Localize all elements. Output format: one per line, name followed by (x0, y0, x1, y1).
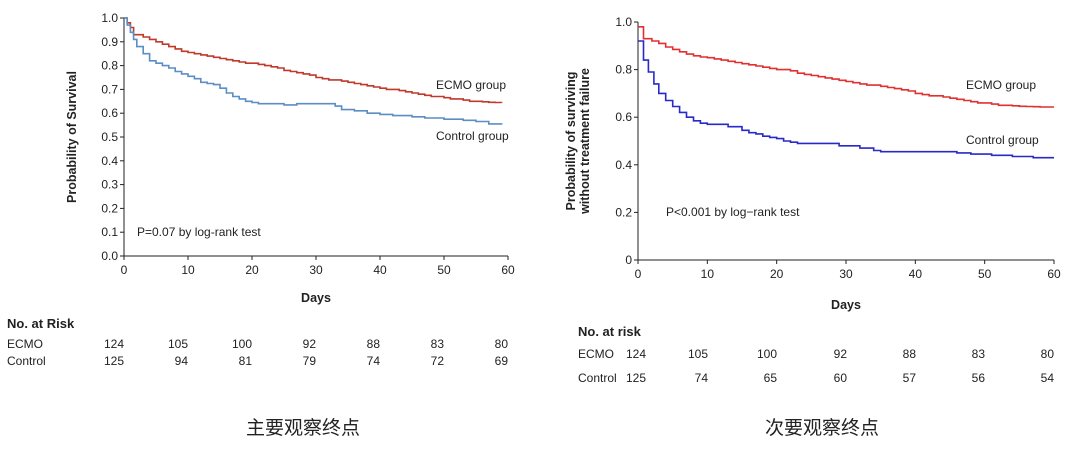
y-tick-label: 0.5 (101, 130, 118, 144)
risk-value: 100 (757, 347, 777, 361)
x-tick-label: 20 (245, 263, 259, 277)
risk-value: 125 (626, 371, 646, 385)
risk-value: 80 (1041, 347, 1055, 361)
risk-value: 92 (834, 347, 848, 361)
y-tick-label: 0.4 (101, 154, 118, 168)
risk-value: 72 (431, 354, 445, 368)
risk-value: 100 (232, 337, 252, 351)
risk-value: 65 (764, 371, 778, 385)
y-axis-title: Probability of Survival (65, 71, 79, 203)
series-label-control: Control group (966, 133, 1039, 147)
risk-value: 81 (239, 354, 253, 368)
y-tick-label: 0.2 (615, 205, 632, 219)
risk-value: 80 (495, 337, 509, 351)
x-tick-label: 50 (978, 267, 992, 281)
pvalue-annotation: P=0.07 by log-rank test (137, 225, 261, 239)
y-tick-label: 0.6 (615, 110, 632, 124)
y-tick-label: 0.9 (101, 35, 118, 49)
risk-value: 74 (695, 371, 709, 385)
y-tick-label: 0.6 (101, 106, 118, 120)
x-tick-label: 10 (701, 267, 715, 281)
series-line-control (638, 40, 1054, 159)
risk-value: 125 (104, 354, 124, 368)
series-label-ecmo: ECMO group (436, 78, 506, 92)
x-tick-label: 30 (309, 263, 323, 277)
series-label-ecmo: ECMO group (966, 78, 1036, 92)
y-tick-label: 0.4 (615, 158, 632, 172)
risk-row-label: Control (578, 371, 617, 385)
chart-caption: 主要观察终点 (246, 417, 360, 439)
risk-value: 105 (168, 337, 188, 351)
risk-row-label: ECMO (578, 347, 614, 361)
risk-value: 105 (688, 347, 708, 361)
chart-secondary-endpoint: 0 0.2 0.4 0.6 0.8 1.0 0 10 20 30 40 50 60 Days Probabi… (564, 15, 1061, 439)
risk-value: 88 (367, 337, 381, 351)
risk-value: 94 (175, 354, 189, 368)
risk-value: 83 (972, 347, 986, 361)
risk-table-heading: No. at Risk (7, 316, 75, 331)
pvalue-annotation: P<0.001 by log−rank test (666, 205, 800, 219)
x-tick-label: 50 (437, 263, 451, 277)
x-tick-label: 60 (501, 263, 515, 277)
y-tick-label: 0.8 (615, 63, 632, 77)
risk-value: 74 (367, 354, 381, 368)
y-tick-label: 0.2 (101, 201, 118, 215)
risk-row-label: Control (7, 354, 46, 368)
risk-table-heading: No. at risk (578, 324, 642, 339)
x-tick-label: 40 (373, 263, 387, 277)
risk-value: 83 (431, 337, 445, 351)
risk-value: 54 (1041, 371, 1055, 385)
risk-value: 60 (834, 371, 848, 385)
x-axis-title: Days (831, 298, 861, 312)
x-axis-title: Days (301, 291, 331, 305)
x-tick-label: 10 (181, 263, 195, 277)
x-tick-label: 0 (121, 263, 128, 277)
risk-value: 88 (903, 347, 917, 361)
risk-value: 124 (626, 347, 646, 361)
risk-value: 69 (495, 354, 509, 368)
y-axis-title-line: without treatment failure (578, 68, 592, 215)
risk-value: 56 (972, 371, 986, 385)
y-axis-title-line: Probability of surviving (564, 72, 578, 211)
y-tick-label: 0 (625, 253, 632, 267)
chart-primary-endpoint: 0.0 0.1 0.2 0.3 0.4 0.5 0.6 0.7 0.8 0.9 1.0 0 10 20 30… (7, 11, 515, 439)
risk-value: 79 (303, 354, 317, 368)
risk-value: 124 (104, 337, 124, 351)
series-line-control (124, 17, 503, 125)
x-tick-label: 20 (770, 267, 784, 281)
risk-value: 92 (303, 337, 317, 351)
y-tick-label: 0.3 (101, 178, 118, 192)
series-label-control: Control group (436, 129, 509, 143)
x-tick-label: 40 (909, 267, 923, 281)
y-tick-label: 0.8 (101, 59, 118, 73)
x-tick-label: 0 (635, 267, 642, 281)
y-tick-label: 1.0 (101, 11, 118, 25)
risk-value: 57 (903, 371, 917, 385)
y-tick-label: 1.0 (615, 15, 632, 29)
y-tick-label: 0.0 (101, 249, 118, 263)
x-tick-label: 60 (1047, 267, 1061, 281)
chart-caption: 次要观察终点 (765, 417, 879, 439)
x-tick-label: 30 (839, 267, 853, 281)
y-tick-label: 0.7 (101, 82, 118, 96)
risk-row-label: ECMO (7, 337, 43, 351)
y-tick-label: 0.1 (101, 225, 118, 239)
series-line-ecmo (124, 17, 503, 104)
series-line-ecmo (638, 26, 1054, 108)
